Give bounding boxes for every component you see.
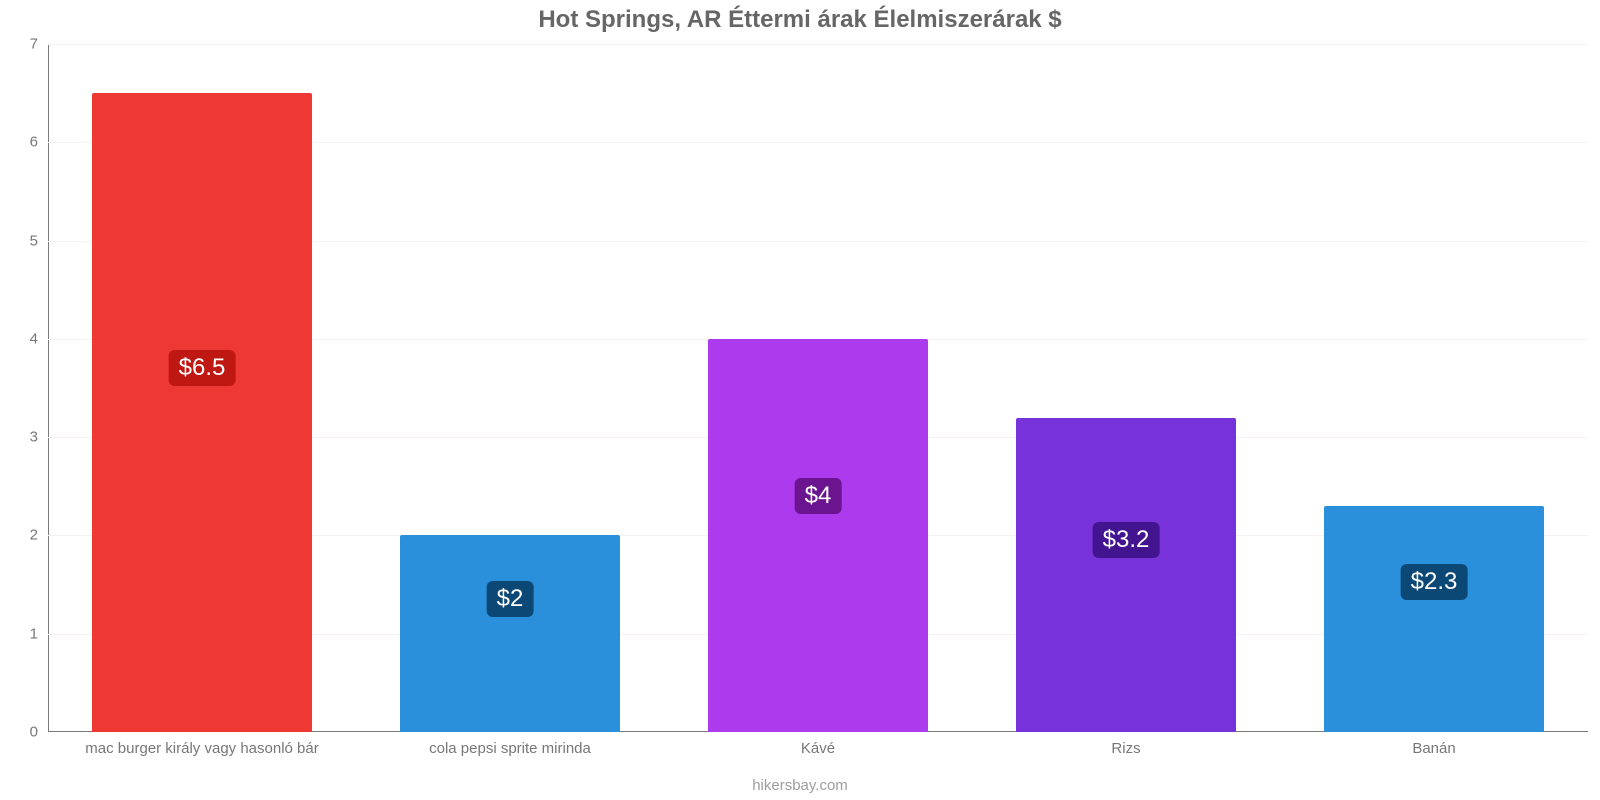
y-tick-label: 2 xyxy=(30,527,48,544)
value-label: $3.2 xyxy=(1093,522,1160,558)
chart-title: Hot Springs, AR Éttermi árak Élelmiszerá… xyxy=(0,0,1600,34)
bar xyxy=(92,93,312,732)
x-tick-label: Banán xyxy=(1412,732,1455,757)
value-label: $4 xyxy=(795,478,842,514)
y-tick-label: 7 xyxy=(30,36,48,53)
bar-slot: $2 xyxy=(356,44,664,732)
y-tick-label: 0 xyxy=(30,724,48,741)
value-label: $2 xyxy=(487,581,534,617)
value-label: $2.3 xyxy=(1401,564,1468,600)
bar-slot: $2.3 xyxy=(1280,44,1588,732)
chart-container: Hot Springs, AR Éttermi árak Élelmiszerá… xyxy=(0,0,1600,800)
x-tick-label: Kávé xyxy=(801,732,835,757)
bar xyxy=(400,535,620,732)
plot-area: 01234567 $6.5$2$4$3.2$2.3 mac burger kir… xyxy=(48,44,1588,732)
bar xyxy=(1016,418,1236,733)
y-tick-label: 1 xyxy=(30,625,48,642)
y-tick-label: 5 xyxy=(30,232,48,249)
x-tick-label: Rizs xyxy=(1111,732,1140,757)
value-label: $6.5 xyxy=(169,350,236,386)
bar xyxy=(708,339,928,732)
credit-text: hikersbay.com xyxy=(0,777,1600,794)
x-tick-label: cola pepsi sprite mirinda xyxy=(429,732,591,757)
bar-slot: $4 xyxy=(664,44,972,732)
bars: $6.5 $2 $4 $3.2 $2.3 xyxy=(48,44,1588,732)
bar-slot: $3.2 xyxy=(972,44,1280,732)
bar xyxy=(1324,506,1544,732)
y-tick-label: 4 xyxy=(30,330,48,347)
x-tick-label: mac burger király vagy hasonló bár xyxy=(85,732,318,757)
y-tick-label: 3 xyxy=(30,429,48,446)
y-tick-label: 6 xyxy=(30,134,48,151)
bar-slot: $6.5 xyxy=(48,44,356,732)
